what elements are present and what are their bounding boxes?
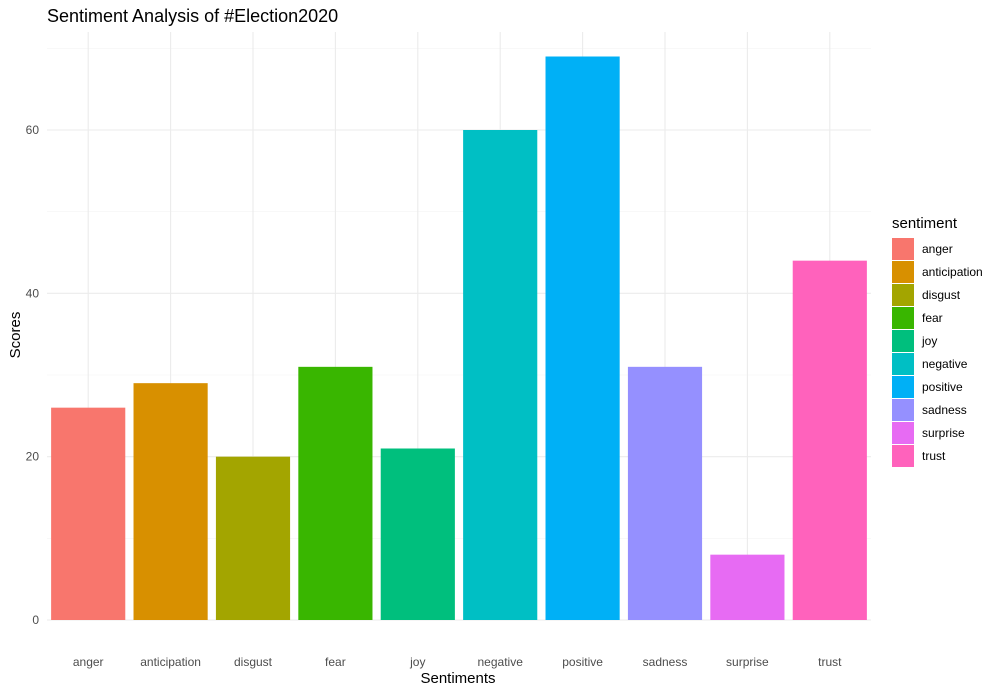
bar-positive (545, 56, 620, 620)
x-tick-label: fear (325, 655, 346, 669)
bar-anticipation (133, 383, 208, 620)
bar-joy (380, 448, 455, 620)
x-tick-label: sadness (643, 655, 688, 669)
x-tick-label: joy (409, 655, 425, 669)
y-axis-title: Scores (7, 312, 24, 359)
y-tick-label: 0 (32, 613, 39, 627)
legend-title: sentiment (892, 215, 958, 232)
legend-key-anticipation (892, 261, 914, 283)
x-tick-label: anticipation (140, 655, 201, 669)
x-tick-label: trust (818, 655, 842, 669)
legend-key-positive (892, 376, 914, 398)
legend-label-trust: trust (922, 449, 946, 463)
bars (51, 56, 867, 620)
bar-surprise (710, 554, 785, 620)
bar-fear (298, 366, 373, 620)
legend-label-negative: negative (922, 357, 968, 371)
x-axis-title: Sentiments (420, 670, 495, 687)
x-tick-label: disgust (234, 655, 273, 669)
y-axis-ticks: 0 20 40 60 (26, 123, 40, 627)
legend-label-joy: joy (921, 334, 937, 348)
legend-label-fear: fear (922, 311, 943, 325)
bar-negative (463, 130, 538, 620)
legend-label-anticipation: anticipation (922, 265, 983, 279)
legend-label-sadness: sadness (922, 403, 967, 417)
legend-key-fear (892, 307, 914, 329)
x-tick-label: surprise (726, 655, 769, 669)
y-tick-label: 60 (26, 123, 40, 137)
x-tick-label: negative (478, 655, 524, 669)
chart-title: Sentiment Analysis of #Election2020 (47, 6, 338, 26)
bar-sadness (627, 366, 703, 620)
y-tick-label: 20 (26, 450, 40, 464)
bar-trust (792, 260, 867, 620)
legend-key-anger (892, 238, 914, 260)
x-axis-ticks: anger anticipation disgust fear joy negative p… (73, 655, 842, 669)
legend-key-surprise (892, 422, 914, 444)
legend-label-disgust: disgust (922, 288, 961, 302)
legend-key-sadness (892, 399, 914, 421)
y-tick-label: 40 (26, 286, 40, 300)
legend-key-disgust (892, 284, 914, 306)
x-tick-label: anger (73, 655, 104, 669)
x-tick-label: positive (562, 655, 603, 669)
legend-label-anger: anger (922, 242, 953, 256)
legend-key-trust (892, 445, 914, 467)
legend-key-negative (892, 353, 914, 375)
legend-label-positive: positive (922, 380, 963, 394)
legend-key-joy (892, 330, 914, 352)
legend-label-surprise: surprise (922, 426, 965, 440)
bar-disgust (215, 456, 291, 620)
bar-anger (51, 407, 126, 620)
legend: sentiment anger anticipation disgust fear jo… (892, 215, 983, 467)
